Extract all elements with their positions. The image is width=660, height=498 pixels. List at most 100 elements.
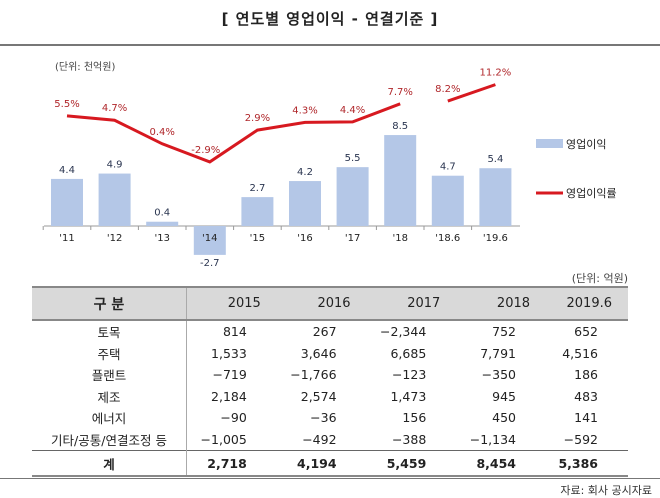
- line-label: 5.5%: [54, 99, 79, 110]
- header-cell: 2016: [276, 286, 367, 321]
- x-tick-label: '14: [202, 233, 217, 244]
- bar-label: 2.7: [249, 183, 265, 194]
- bar-0: [51, 178, 83, 226]
- x-tick-label: '16: [297, 233, 312, 244]
- total-cell: 8,454: [456, 450, 547, 477]
- value-cell: 450: [492, 410, 517, 426]
- value-cell: 1,473: [390, 388, 427, 404]
- value-cell: 814: [222, 324, 247, 340]
- unit-label: (단위: 천억원): [55, 60, 115, 73]
- value-cell: −719: [212, 367, 247, 383]
- value-cell: −2,344: [380, 324, 427, 340]
- header-cell: 2018: [456, 286, 547, 321]
- bar-6: [336, 167, 369, 226]
- header-cell: 2015: [186, 286, 277, 321]
- value-cell: 752: [492, 324, 517, 340]
- value-cell: 141: [574, 410, 598, 426]
- bar-8: [431, 175, 464, 226]
- x-tick-label: '19.6: [483, 233, 508, 244]
- x-tick-label: '12: [107, 233, 122, 244]
- table-row: 제조 2,184 2,574 1,473 945 483: [32, 385, 628, 407]
- value-cell: −592: [563, 431, 598, 447]
- table-unit: (단위: 억원): [571, 272, 628, 285]
- x-tick-label: '15: [250, 233, 265, 244]
- legend-bar-label: 영업이익: [566, 138, 606, 151]
- category-cell: 기타/공통/연결조정 등: [32, 428, 187, 451]
- bar-label: 5.4: [487, 154, 503, 165]
- line-label: 4.3%: [292, 105, 317, 116]
- divider: [0, 44, 660, 46]
- bar-label: 5.5: [345, 153, 361, 164]
- value-cell: 3,646: [300, 345, 337, 361]
- bar-label: 4.4: [59, 165, 75, 176]
- category-cell: 제조: [32, 385, 187, 407]
- bar-9: [479, 168, 512, 226]
- source-note: 자료: 회사 공시자료: [560, 484, 652, 497]
- line-label: 4.7%: [102, 103, 127, 114]
- legend-line-label: 영업이익률: [566, 187, 617, 200]
- header-cell: 2017: [366, 286, 457, 321]
- value-cell: −492: [302, 431, 337, 447]
- table-header-row: 구 분 2015 2016 2017 2018 2019.6: [32, 286, 628, 321]
- value-cell: 6,685: [390, 345, 427, 361]
- value-cell: 267: [312, 324, 337, 340]
- total-row: 계 2,718 4,194 5,459 8,454 5,386: [32, 450, 628, 477]
- table-row: 에너지 −90 −36 156 450 141: [32, 407, 628, 429]
- x-tick-label: '18.6: [435, 233, 460, 244]
- page-title: [ 연도별 영업이익 - 연결기준 ]: [221, 10, 439, 28]
- table-row: 주택 1,533 3,646 6,685 7,791 4,516: [32, 342, 628, 364]
- value-cell: 2,184: [211, 388, 247, 404]
- value-cell: 186: [574, 367, 598, 383]
- margin-line-segment-0: [66, 102, 401, 164]
- category-cell: 플랜트: [32, 364, 187, 386]
- line-label: 4.4%: [340, 105, 365, 116]
- total-cell: 4,194: [276, 450, 367, 477]
- header-cell: 2019.6: [546, 286, 628, 321]
- value-cell: −1,005: [200, 431, 247, 447]
- x-tick-label: '13: [154, 233, 169, 244]
- value-cell: −350: [481, 367, 517, 383]
- value-cell: 483: [574, 388, 598, 404]
- total-cell: 5,386: [546, 450, 628, 477]
- table-row: 기타/공통/연결조정 등 −1,005 −492 −388 −1,134 −592: [32, 428, 628, 451]
- x-tick-label: '17: [345, 233, 360, 244]
- bar-label: 8.5: [392, 121, 408, 132]
- value-cell: −123: [391, 367, 427, 383]
- table-row: 토목 814 267 −2,344 752 652: [32, 320, 628, 343]
- category-cell: 에너지: [32, 407, 187, 429]
- value-cell: 2,574: [300, 388, 337, 404]
- bar-1: [98, 173, 131, 226]
- line-label: 0.4%: [149, 127, 174, 138]
- total-cell: 5,459: [366, 450, 457, 477]
- line-label: 7.7%: [387, 87, 412, 98]
- value-cell: 4,516: [562, 345, 598, 361]
- total-label: 계: [32, 450, 187, 477]
- value-cell: 7,791: [480, 345, 517, 361]
- bar-5: [289, 181, 321, 226]
- value-cell: −90: [220, 410, 247, 426]
- bar-label: 4.9: [107, 160, 123, 171]
- value-cell: 945: [492, 388, 517, 404]
- bar-label: 4.7: [440, 162, 456, 173]
- divider: [0, 478, 660, 479]
- value-cell: −36: [310, 410, 337, 426]
- value-cell: −1,134: [469, 431, 517, 447]
- category-cell: 주택: [32, 342, 187, 364]
- bar-3: [193, 226, 226, 255]
- value-cell: −388: [391, 431, 427, 447]
- table-row: 플랜트 −719 −1,766 −123 −350 186: [32, 364, 628, 386]
- bar-label: -2.7: [200, 258, 220, 268]
- header-cell: 구 분: [32, 286, 187, 321]
- value-cell: 652: [574, 324, 598, 340]
- value-cell: 156: [402, 410, 427, 426]
- line-label: 11.2%: [480, 68, 512, 79]
- bar-2: [146, 221, 179, 226]
- combo-chart: (단위: 천억원) 4.4 '11 4.9 '12 0.4 '13 -2.7 '14 2.7 '15…: [42, 60, 617, 268]
- line-label: -2.9%: [191, 145, 220, 156]
- category-cell: 토목: [32, 320, 187, 343]
- x-tick-label: '11: [59, 233, 74, 244]
- profit-table: 구 분 2015 2016 2017 2018 2019.6 토목 814 267 −…: [32, 286, 628, 477]
- value-cell: −1,766: [290, 367, 337, 383]
- bar-label: 4.2: [297, 167, 313, 178]
- total-cell: 2,718: [186, 450, 277, 477]
